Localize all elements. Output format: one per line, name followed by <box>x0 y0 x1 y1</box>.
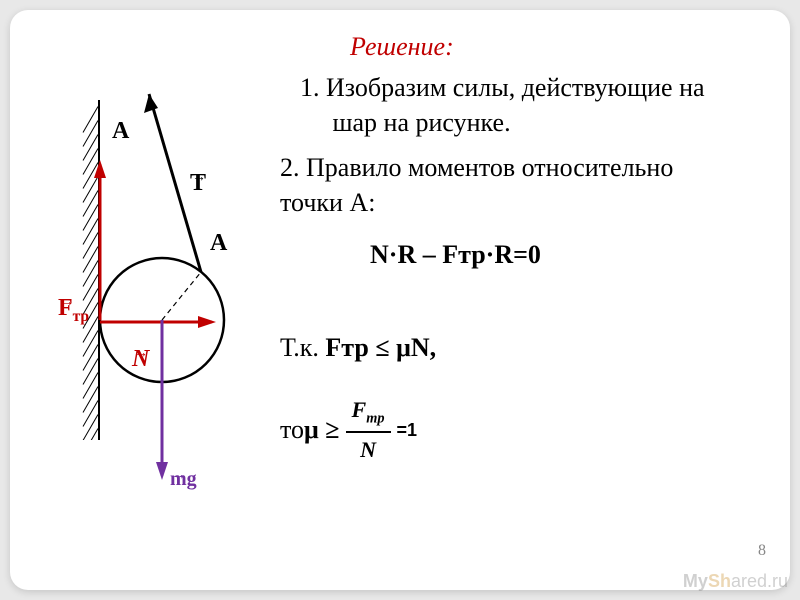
watermark-rest: ared.ru <box>731 571 788 591</box>
eq-one: =1 <box>397 418 418 442</box>
label-T: → T <box>190 170 206 197</box>
frac-den: N <box>346 433 391 465</box>
weight-arrowhead <box>156 462 168 480</box>
label-A-top: А <box>112 118 129 145</box>
inequality-1: Т.к. Fтр ≤ μN, <box>280 330 436 365</box>
physics-diagram: А А → T → Fтp → N → mg <box>40 100 300 520</box>
watermark-my: My <box>683 571 708 591</box>
solution-heading: Решение: <box>350 32 454 62</box>
ineq2-mu: μ ≥ <box>304 412 340 447</box>
step1-text: 1. Изобразим силы, действующие на шар на… <box>300 70 705 140</box>
step2-text: 2. Правило моментов относительно точки А… <box>280 150 673 220</box>
label-A-mid: А <box>210 230 227 257</box>
label-mg: → mg <box>170 468 197 491</box>
friction-arrowhead <box>94 160 106 178</box>
normal-arrowhead <box>198 316 216 328</box>
page-number: 8 <box>758 542 766 560</box>
watermark: MyShared.ru <box>683 571 788 592</box>
watermark-sh: Sh <box>708 571 731 591</box>
label-F-tr: → Fтp <box>58 295 89 326</box>
fraction: Fтp N <box>346 395 391 464</box>
equation-1: N·R – Fтр·R=0 <box>370 240 541 270</box>
ineq1-body: Fтр ≤ μN, <box>325 333 436 362</box>
inequality-2: то μ ≥ Fтp N =1 <box>280 395 417 464</box>
dashed-radius <box>162 272 201 320</box>
frac-num: Fтp <box>346 395 391 433</box>
slide: Решение: 1. Изобразим силы, действующие … <box>10 10 790 590</box>
label-N: → N <box>132 346 149 373</box>
